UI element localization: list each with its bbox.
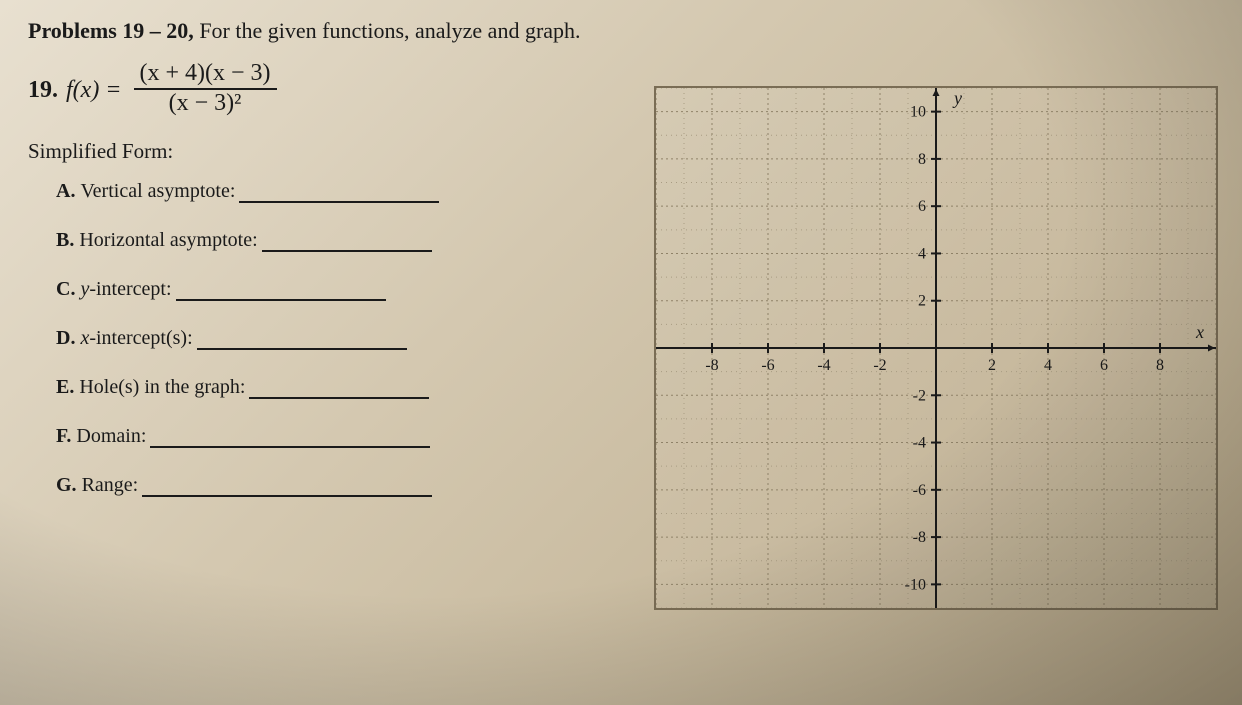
svg-text:10: 10: [910, 104, 926, 121]
answer-blank[interactable]: [150, 428, 430, 448]
fraction-denominator: (x − 3)²: [163, 90, 248, 118]
answer-label: B. Horizontal asymptote:: [56, 229, 258, 252]
svg-text:4: 4: [1044, 357, 1052, 374]
answer-label: A. Vertical asymptote:: [56, 180, 235, 203]
svg-text:6: 6: [1100, 357, 1108, 374]
answer-label: D. x-intercept(s):: [56, 327, 193, 350]
fraction-numerator: (x + 4)(x − 3): [134, 60, 277, 88]
answer-label: E. Hole(s) in the graph:: [56, 376, 245, 399]
coordinate-grid: -8 -6 -4 -2 2 4 6 8 -10 -8 -6 -4 -2 2 4 6 8 10 x y: [656, 88, 1216, 608]
header-rest: For the given functions, analyze and gra…: [194, 18, 581, 43]
answer-label: C. y-intercept:: [56, 278, 172, 301]
svg-text:8: 8: [1156, 357, 1164, 374]
problem-number: 19.: [28, 77, 58, 104]
answer-blank[interactable]: [142, 477, 432, 497]
svg-text:-2: -2: [873, 357, 886, 374]
header-bold: Problems 19 – 20,: [28, 18, 194, 43]
svg-text:-10: -10: [905, 576, 926, 593]
graph-panel: -8 -6 -4 -2 2 4 6 8 -10 -8 -6 -4 -2 2 4 6 8 10 x y: [654, 86, 1218, 610]
svg-text:-6: -6: [913, 482, 926, 499]
svg-text:x: x: [1195, 322, 1204, 342]
svg-text:2: 2: [988, 357, 996, 374]
svg-text:-4: -4: [913, 435, 926, 452]
answer-blank[interactable]: [197, 330, 407, 350]
svg-text:6: 6: [918, 198, 926, 215]
answer-label: F. Domain:: [56, 425, 146, 448]
svg-text:-4: -4: [817, 357, 830, 374]
fraction: (x + 4)(x − 3) (x − 3)²: [134, 60, 277, 117]
svg-text:4: 4: [918, 245, 926, 262]
answer-blank[interactable]: [262, 232, 432, 252]
svg-text:y: y: [952, 88, 962, 108]
svg-text:2: 2: [918, 293, 926, 310]
answer-blank[interactable]: [176, 281, 386, 301]
section-header: Problems 19 – 20, For the given function…: [28, 18, 1214, 44]
svg-text:8: 8: [918, 151, 926, 168]
answer-blank[interactable]: [239, 183, 439, 203]
svg-text:-8: -8: [705, 357, 718, 374]
problem-lhs: f(x) =: [66, 77, 122, 104]
svg-text:-8: -8: [913, 529, 926, 546]
answer-label: G. Range:: [56, 474, 138, 497]
answer-blank[interactable]: [249, 379, 429, 399]
svg-text:-2: -2: [913, 387, 926, 404]
svg-text:-6: -6: [761, 357, 774, 374]
